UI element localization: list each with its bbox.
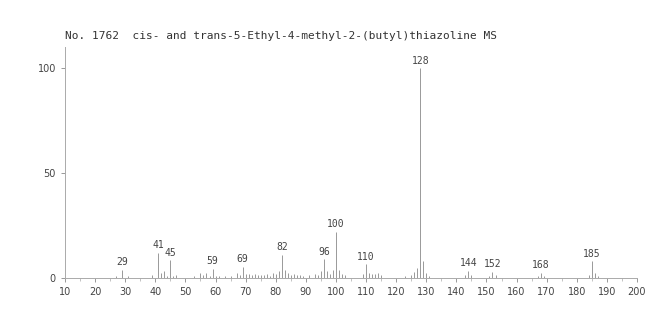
Text: 59: 59 (207, 256, 218, 266)
Text: 185: 185 (583, 249, 601, 259)
Text: 168: 168 (532, 260, 549, 270)
Text: 82: 82 (276, 242, 288, 252)
Text: 144: 144 (460, 258, 477, 268)
Text: 100: 100 (327, 219, 344, 229)
Text: 96: 96 (318, 247, 330, 257)
Text: 152: 152 (484, 259, 501, 269)
Text: 45: 45 (164, 248, 176, 258)
Text: 29: 29 (116, 257, 128, 267)
Text: 110: 110 (358, 252, 375, 262)
Text: 69: 69 (237, 254, 248, 264)
Text: No. 1762  cis- and trans-5-Ethyl-4-methyl-2-(butyl)thiazoline MS: No. 1762 cis- and trans-5-Ethyl-4-methyl… (65, 31, 497, 41)
Text: 128: 128 (411, 56, 429, 66)
Text: 41: 41 (153, 240, 164, 250)
